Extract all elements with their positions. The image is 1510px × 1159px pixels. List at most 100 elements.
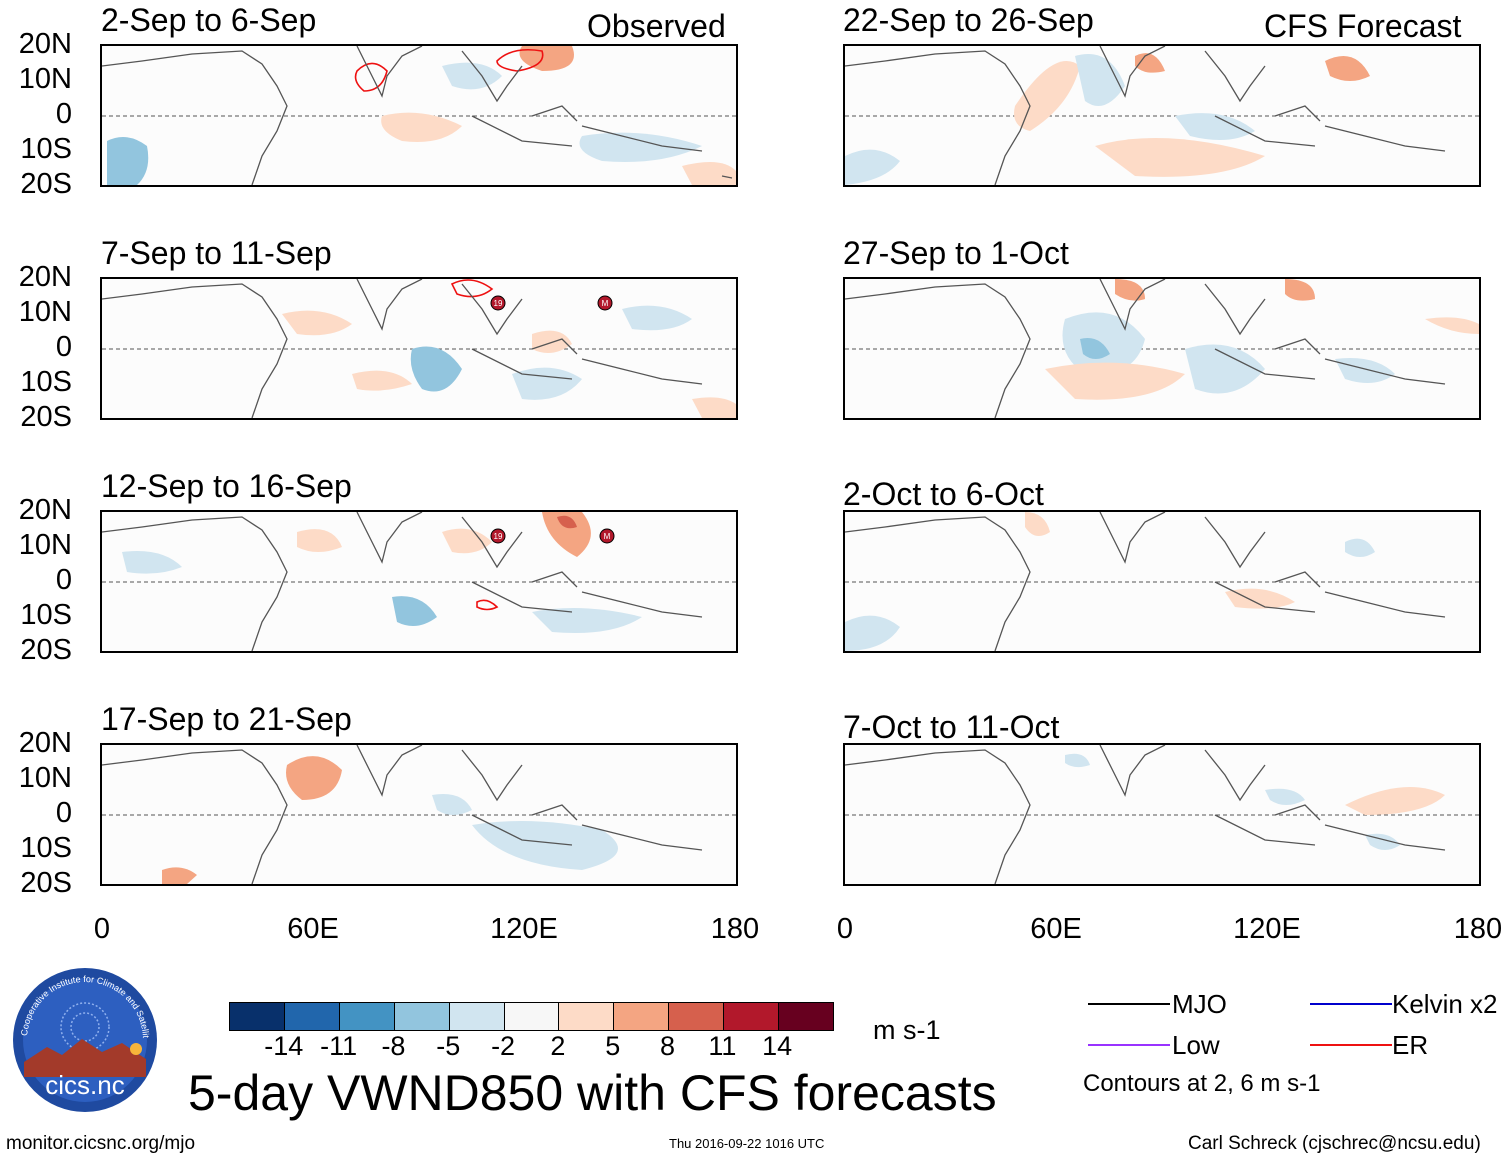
panel-title-left-2: 7-Sep to 11-Sep: [101, 235, 332, 271]
coastline: [1204, 749, 1266, 802]
coastline: [356, 512, 423, 564]
lon-label-right-0: 0: [836, 913, 854, 945]
colorbar: [229, 1002, 834, 1031]
lon-label-right-60e: 60E: [1030, 913, 1082, 945]
svg-text:19: 19: [494, 299, 503, 308]
anomaly-blob: [1095, 138, 1265, 177]
legend-line-er: [1310, 1044, 1392, 1046]
anomaly-blob: [107, 137, 149, 185]
lat-label: 20N: [18, 261, 72, 293]
colorbar-label: -8: [381, 1031, 406, 1061]
coastline: [1099, 46, 1166, 98]
map-panel-left-4: [100, 743, 738, 886]
footer-url: monitor.cicsnc.org/mjo: [6, 1133, 196, 1154]
anomaly-blob: [557, 515, 577, 529]
legend-contour-note: Contours at 2, 6 m s-1: [1083, 1070, 1321, 1097]
panel-title-right-1: 22-Sep to 26-Sep: [843, 2, 1094, 38]
coastline: [1214, 804, 1446, 851]
coastline: [461, 50, 523, 103]
coastline: [461, 516, 523, 569]
er-contour: [476, 599, 499, 611]
anomaly-blob: [1285, 279, 1315, 301]
anomaly-blob: [1265, 788, 1305, 805]
coastline: [1214, 338, 1446, 385]
svg-text:19: 19: [494, 532, 503, 541]
anomaly-blob: [1335, 358, 1395, 383]
colorbar-swatch: [393, 1003, 449, 1030]
legend-label-low: Low: [1172, 1030, 1220, 1060]
legend-line-mjo: [1088, 1003, 1170, 1005]
coastline: [461, 283, 523, 336]
lat-label: 20S: [20, 634, 72, 666]
colorbar-label: -14: [264, 1031, 304, 1061]
panel-title-right-4: 7-Oct to 11-Oct: [843, 709, 1060, 745]
storm-marker: 19: [490, 528, 506, 544]
colorbar-swatch: [283, 1003, 339, 1030]
er-contour: [496, 48, 544, 72]
colorbar-swatch: [558, 1003, 614, 1030]
footer-credit: Carl Schreck (cjschrec@ncsu.edu): [1188, 1133, 1481, 1154]
legend-line-low: [1088, 1044, 1170, 1046]
lat-label: 0: [55, 98, 72, 130]
anomaly-blob: [1345, 787, 1445, 815]
er-contour: [450, 279, 494, 298]
coastline: [845, 749, 1031, 884]
colorbar-swatch: [338, 1003, 394, 1030]
coastline: [1214, 105, 1446, 152]
coastline: [356, 745, 423, 797]
anomaly-blob: [512, 367, 582, 400]
lat-label: 10N: [18, 762, 72, 794]
anomaly-blob: [442, 62, 502, 90]
er-contour: [354, 62, 388, 92]
coastline: [356, 46, 423, 98]
storm-marker: M: [597, 295, 613, 311]
svg-text:M: M: [604, 532, 611, 541]
coastline: [1099, 512, 1166, 564]
colorbar-label: -11: [320, 1031, 358, 1061]
anomaly-blob: [542, 512, 591, 557]
map-panel-right-4: [843, 743, 1481, 886]
map-panel-left-2: 19 M: [100, 277, 738, 420]
lat-label: 10S: [20, 133, 72, 165]
anomaly-blob: [1080, 338, 1110, 359]
lat-label: 0: [55, 797, 72, 829]
lat-label: 10S: [20, 832, 72, 864]
lat-label: 0: [55, 331, 72, 363]
colorbar-swatch: [778, 1003, 833, 1030]
lat-label: 20S: [20, 168, 72, 200]
anomaly-blob: [1185, 344, 1265, 394]
legend-label-mjo: MJO: [1172, 989, 1227, 1019]
map-panel-right-3: [843, 510, 1481, 653]
legend-label-er: ER: [1392, 1030, 1429, 1060]
panel-title-left-4: 17-Sep to 21-Sep: [101, 701, 352, 737]
colorbar-swatch: [230, 1003, 284, 1030]
anomaly-blob: [1225, 588, 1295, 609]
anomaly-blob: [1014, 61, 1080, 131]
anomaly-blob: [682, 162, 736, 185]
panel-title-right-3: 2-Oct to 6-Oct: [843, 476, 1044, 512]
coastline: [721, 175, 733, 179]
colorbar-swatch: [448, 1003, 504, 1030]
anomaly-blob: [845, 615, 900, 651]
lat-label: 20N: [18, 494, 72, 526]
anomaly-blob: [410, 346, 462, 392]
lat-label: 10N: [18, 63, 72, 95]
anomaly-blob: [122, 551, 182, 574]
anomaly-blob: [1075, 54, 1125, 106]
lon-label-left-0: 0: [93, 913, 111, 945]
main-title: 5-day VWND850 with CFS forecasts: [188, 1065, 997, 1121]
map-panel-right-1: [843, 44, 1481, 187]
anomaly-blob: [1345, 538, 1375, 557]
anomaly-blob: [282, 310, 352, 336]
anomaly-blob: [1425, 317, 1479, 334]
colorbar-swatch: [613, 1003, 669, 1030]
coastline: [1099, 279, 1166, 331]
coastline: [845, 516, 1031, 651]
colorbar-label: -5: [436, 1031, 461, 1061]
anomaly-blob: [392, 596, 437, 626]
lat-label: 10N: [18, 529, 72, 561]
logo-text: cics.nc: [45, 1070, 124, 1100]
lat-label: 0: [55, 564, 72, 596]
anomaly-blob: [286, 756, 342, 800]
coastline: [1099, 745, 1166, 797]
